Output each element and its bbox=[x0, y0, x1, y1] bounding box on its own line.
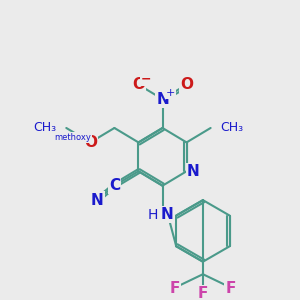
Text: methoxy: methoxy bbox=[55, 133, 92, 142]
Text: H: H bbox=[148, 208, 158, 222]
Text: N: N bbox=[161, 207, 174, 222]
Text: F: F bbox=[170, 281, 180, 296]
Text: CH₃: CH₃ bbox=[220, 122, 243, 134]
Text: N: N bbox=[187, 164, 200, 179]
Text: CH₃: CH₃ bbox=[34, 122, 57, 134]
Text: O: O bbox=[84, 135, 97, 150]
Text: C: C bbox=[109, 178, 120, 193]
Text: F: F bbox=[226, 281, 236, 296]
Text: F: F bbox=[198, 286, 208, 300]
Text: N: N bbox=[91, 193, 103, 208]
Text: +: + bbox=[166, 88, 175, 98]
Text: O: O bbox=[180, 77, 193, 92]
Text: O: O bbox=[132, 77, 145, 92]
Text: −: − bbox=[141, 72, 152, 86]
Text: N: N bbox=[156, 92, 169, 106]
